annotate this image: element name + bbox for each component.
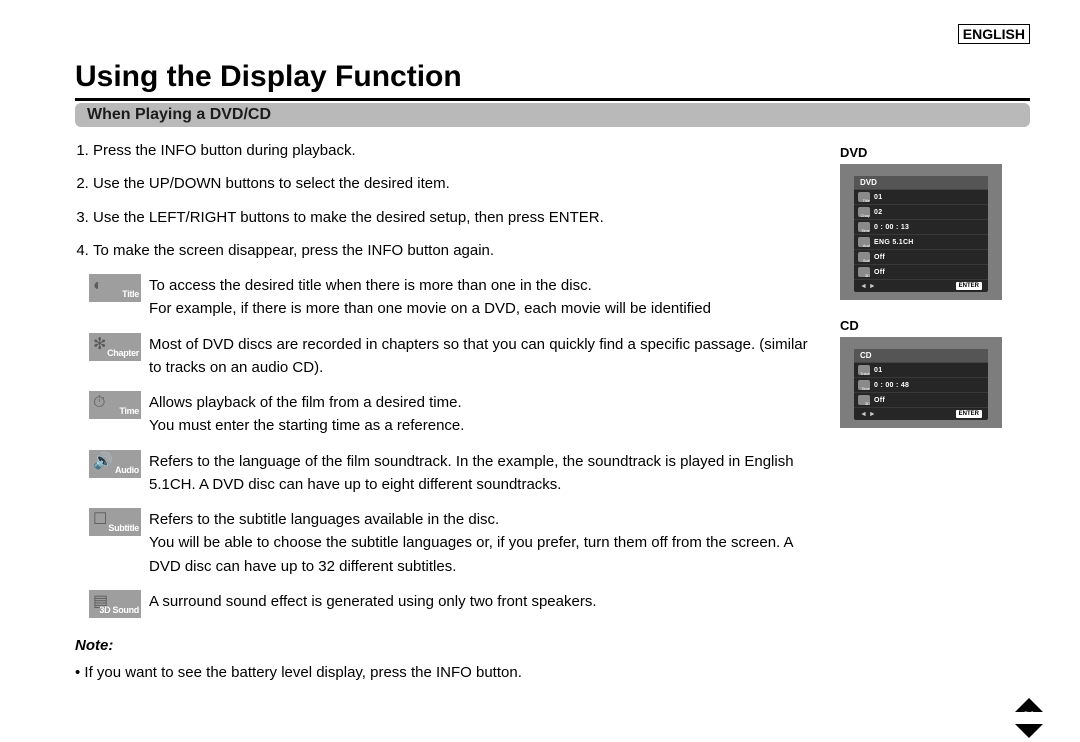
time-icon: ⏱ Time	[89, 391, 141, 419]
enter-button-label: ENTER	[956, 410, 982, 418]
descriptor-3dsound: ▤ 3D Sound A surround sound effect is ge…	[89, 590, 820, 618]
subtitle-icon: ☐ Subtitle	[89, 508, 141, 536]
descriptor-chapter: ✻ Chapter Most of DVD discs are recorded…	[89, 333, 820, 380]
row-icon: 3D	[858, 395, 870, 405]
cd-osd-header: CD	[854, 349, 988, 363]
row-value: ENG 5.1CH	[874, 239, 914, 246]
osd-row: 3D Off	[854, 393, 988, 408]
row-icon: Time	[858, 222, 870, 232]
descriptor-text: To access the desired title when there i…	[149, 274, 711, 321]
right-column: DVD DVD Title 01 Chap 02 Time 0 : 00 : 13 A…	[840, 139, 1030, 684]
page-number: 31	[1020, 710, 1038, 722]
row-value: 0 : 00 : 13	[874, 224, 909, 231]
descriptor-audio: 🔊 Audio Refers to the language of the fi…	[89, 450, 820, 497]
cd-osd-panel: CD Track 01 Time 0 : 00 : 48 3D Off ◄ ► ENT…	[840, 337, 1002, 428]
descriptor-text: Refers to the subtitle languages availab…	[149, 508, 820, 578]
row-icon: Aud	[858, 237, 870, 247]
page-title: Using the Display Function	[75, 60, 1030, 94]
manual-page: ENGLISH Using the Display Function When …	[0, 0, 1080, 742]
row-icon: Time	[858, 380, 870, 390]
dvd-osd-panel: DVD Title 01 Chap 02 Time 0 : 00 : 13 Aud EN…	[840, 164, 1002, 300]
dvd-osd: DVD Title 01 Chap 02 Time 0 : 00 : 13 Aud EN…	[854, 176, 988, 292]
osd-footer: ◄ ► ENTER	[854, 280, 988, 292]
section-heading: When Playing a DVD/CD	[75, 103, 1030, 127]
title-icon: ◐ Title	[89, 274, 141, 302]
descriptor-text: Most of DVD discs are recorded in chapte…	[149, 333, 820, 380]
row-icon: Sub	[858, 252, 870, 262]
row-value: 02	[874, 209, 882, 216]
row-value: Off	[874, 397, 885, 404]
descriptor-text: Allows playback of the film from a desir…	[149, 391, 464, 438]
osd-row: Track 01	[854, 363, 988, 378]
descriptor-title: ◐ Title To access the desired title when…	[89, 274, 820, 321]
step-item: Use the UP/DOWN buttons to select the de…	[93, 172, 820, 195]
row-icon: Title	[858, 192, 870, 202]
descriptor-text: A surround sound effect is generated usi…	[149, 590, 597, 613]
osd-row: Sub Off	[854, 250, 988, 265]
note-body: • If you want to see the battery level d…	[75, 661, 820, 684]
osd-row: Time 0 : 00 : 48	[854, 378, 988, 393]
descriptor-subtitle: ☐ Subtitle Refers to the subtitle langua…	[89, 508, 820, 578]
osd-row: 3D Off	[854, 265, 988, 280]
row-value: 01	[874, 367, 882, 374]
osd-row: Aud ENG 5.1CH	[854, 235, 988, 250]
step-item: Use the LEFT/RIGHT buttons to make the d…	[93, 206, 820, 229]
row-value: 0 : 00 : 48	[874, 382, 909, 389]
chapter-icon: ✻ Chapter	[89, 333, 141, 361]
row-icon: Chap	[858, 207, 870, 217]
note-heading: Note:	[75, 634, 820, 657]
dvd-osd-header: DVD	[854, 176, 988, 190]
main-content: Press the INFO button during playback. U…	[75, 139, 1030, 684]
triangle-down-icon	[1015, 724, 1043, 738]
row-value: 01	[874, 194, 882, 201]
row-icon: 3D	[858, 267, 870, 277]
enter-button-label: ENTER	[956, 282, 982, 290]
osd-footer: ◄ ► ENTER	[854, 408, 988, 420]
step-item: To make the screen disappear, press the …	[93, 239, 820, 262]
descriptor-time: ⏱ Time Allows playback of the film from …	[89, 391, 820, 438]
osd-row: Title 01	[854, 190, 988, 205]
cd-osd: CD Track 01 Time 0 : 00 : 48 3D Off ◄ ► ENT…	[854, 349, 988, 420]
language-label: ENGLISH	[958, 24, 1030, 44]
dvd-panel-label: DVD	[840, 145, 1030, 160]
step-item: Press the INFO button during playback.	[93, 139, 820, 162]
descriptor-text: Refers to the language of the film sound…	[149, 450, 820, 497]
left-column: Press the INFO button during playback. U…	[75, 139, 820, 684]
arrows-icon: ◄ ►	[860, 411, 876, 418]
cd-panel-label: CD	[840, 318, 1030, 333]
osd-row: Chap 02	[854, 205, 988, 220]
threed-sound-icon: ▤ 3D Sound	[89, 590, 141, 618]
audio-icon: 🔊 Audio	[89, 450, 141, 478]
title-rule	[75, 98, 1030, 101]
row-icon: Track	[858, 365, 870, 375]
row-value: Off	[874, 269, 885, 276]
arrows-icon: ◄ ►	[860, 283, 876, 290]
steps-list: Press the INFO button during playback. U…	[75, 139, 820, 262]
row-value: Off	[874, 254, 885, 261]
osd-row: Time 0 : 00 : 13	[854, 220, 988, 235]
